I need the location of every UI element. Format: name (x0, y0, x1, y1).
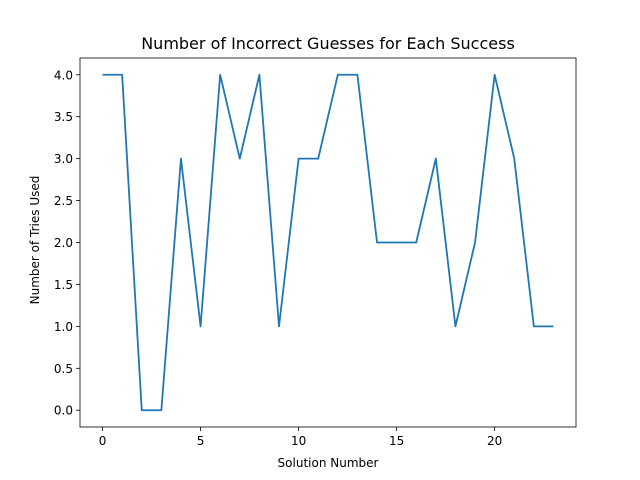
y-axis-ticks: 0.0 0.5 1.0 1.5 2.0 2.5 3.0 3.5 4.0 (54, 68, 80, 418)
y-axis-label: Number of Tries Used (28, 176, 42, 305)
y-tick-label: 1.0 (54, 320, 73, 334)
x-tick-label: 15 (389, 434, 404, 448)
y-tick-label: 0.5 (54, 362, 73, 376)
x-tick-label: 20 (487, 434, 502, 448)
series-line (102, 73, 554, 412)
x-tick-label: 10 (291, 434, 306, 448)
y-tick-label: 3.0 (54, 152, 73, 166)
x-tick-label: 5 (197, 434, 205, 448)
y-tick-label: 4.0 (54, 68, 73, 82)
chart-title: Number of Incorrect Guesses for Each Suc… (141, 34, 515, 53)
x-axis-label: Solution Number (278, 456, 379, 470)
x-tick-label: 0 (99, 434, 107, 448)
y-tick-label: 2.0 (54, 236, 73, 250)
y-tick-label: 3.5 (54, 110, 73, 124)
y-tick-label: 2.5 (54, 194, 73, 208)
x-axis-ticks: 0 5 10 15 20 (99, 427, 502, 448)
y-tick-label: 1.5 (54, 278, 73, 292)
plot-area-frame (79, 57, 577, 428)
y-tick-label: 0.0 (54, 404, 73, 418)
